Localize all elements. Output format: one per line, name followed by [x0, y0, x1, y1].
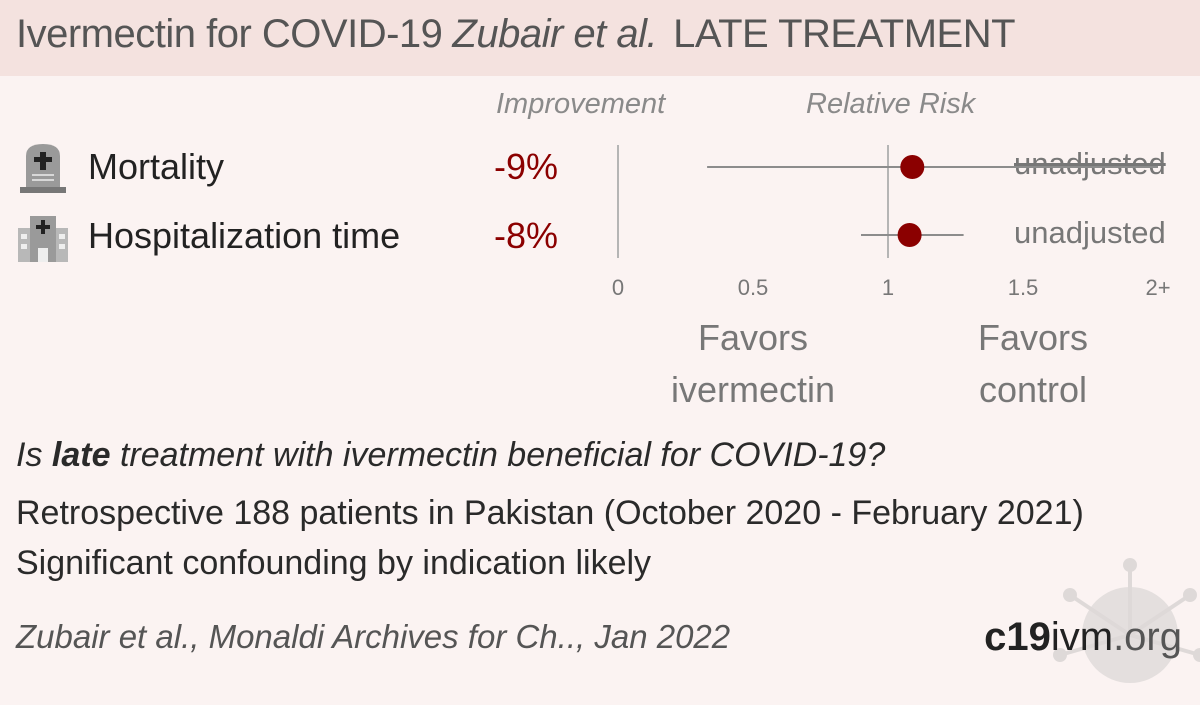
question-suffix: treatment with ivermectin beneficial for… — [110, 436, 886, 474]
x-tick-label: 2+ — [1145, 275, 1170, 300]
note-mortality: unadjusted — [1014, 146, 1166, 181]
page-title: Ivermectin for COVID-19 Zubair et al. LATE… — [16, 12, 1016, 57]
improvement-column-header: Improvement — [496, 88, 666, 120]
hospital-icon — [18, 216, 68, 262]
improvement-mortality: -9% — [494, 146, 559, 187]
title-authors: Zubair et al. — [452, 12, 658, 56]
x-tick-label: 0.5 — [738, 275, 769, 300]
forest-plot: 0 0.5 1 1.5 2+ — [612, 145, 1171, 300]
row-label-mortality: Mortality — [88, 146, 225, 187]
citation: Zubair et al., Monaldi Archives for Ch..… — [16, 618, 731, 655]
tombstone-icon — [20, 144, 66, 193]
brand-bold: c19 — [984, 615, 1051, 659]
relative-risk-column-header: Relative Risk — [806, 88, 976, 120]
note-hospitalization: unadjusted — [1014, 215, 1166, 250]
header-bar — [0, 0, 1200, 76]
brand-rest: ivm — [1050, 615, 1114, 659]
virus-icon — [1053, 558, 1200, 683]
x-tick-label: 0 — [612, 275, 624, 300]
confounding-line: Significant confounding by indication li… — [16, 544, 652, 582]
row-label-hospitalization: Hospitalization time — [88, 215, 401, 256]
favors-ivermectin-label: Favors ivermectin — [640, 312, 866, 416]
point-estimate — [900, 155, 925, 179]
point-estimate — [897, 223, 922, 247]
title-text: Ivermectin for COVID-19 — [16, 12, 443, 56]
favors-control-label: Favors control — [936, 312, 1130, 416]
site-logo[interactable]: c19ivm.org — [984, 615, 1182, 660]
favors-left-text: Favors ivermectin — [670, 317, 836, 410]
question-text: Is late treatment with ivermectin benefi… — [16, 436, 885, 475]
x-tick-label: 1 — [882, 275, 894, 300]
improvement-hospitalization: -8% — [494, 215, 559, 256]
brand-suffix: .org — [1113, 615, 1182, 659]
favors-right-text: Favors control — [977, 317, 1089, 410]
question-emphasis: late — [51, 436, 111, 474]
study-detail-line: Retrospective 188 patients in Pakistan (… — [16, 494, 1084, 532]
x-tick-label: 1.5 — [1008, 275, 1039, 300]
question-prefix: Is — [16, 436, 52, 474]
title-stage: LATE TREATMENT — [673, 12, 1016, 56]
